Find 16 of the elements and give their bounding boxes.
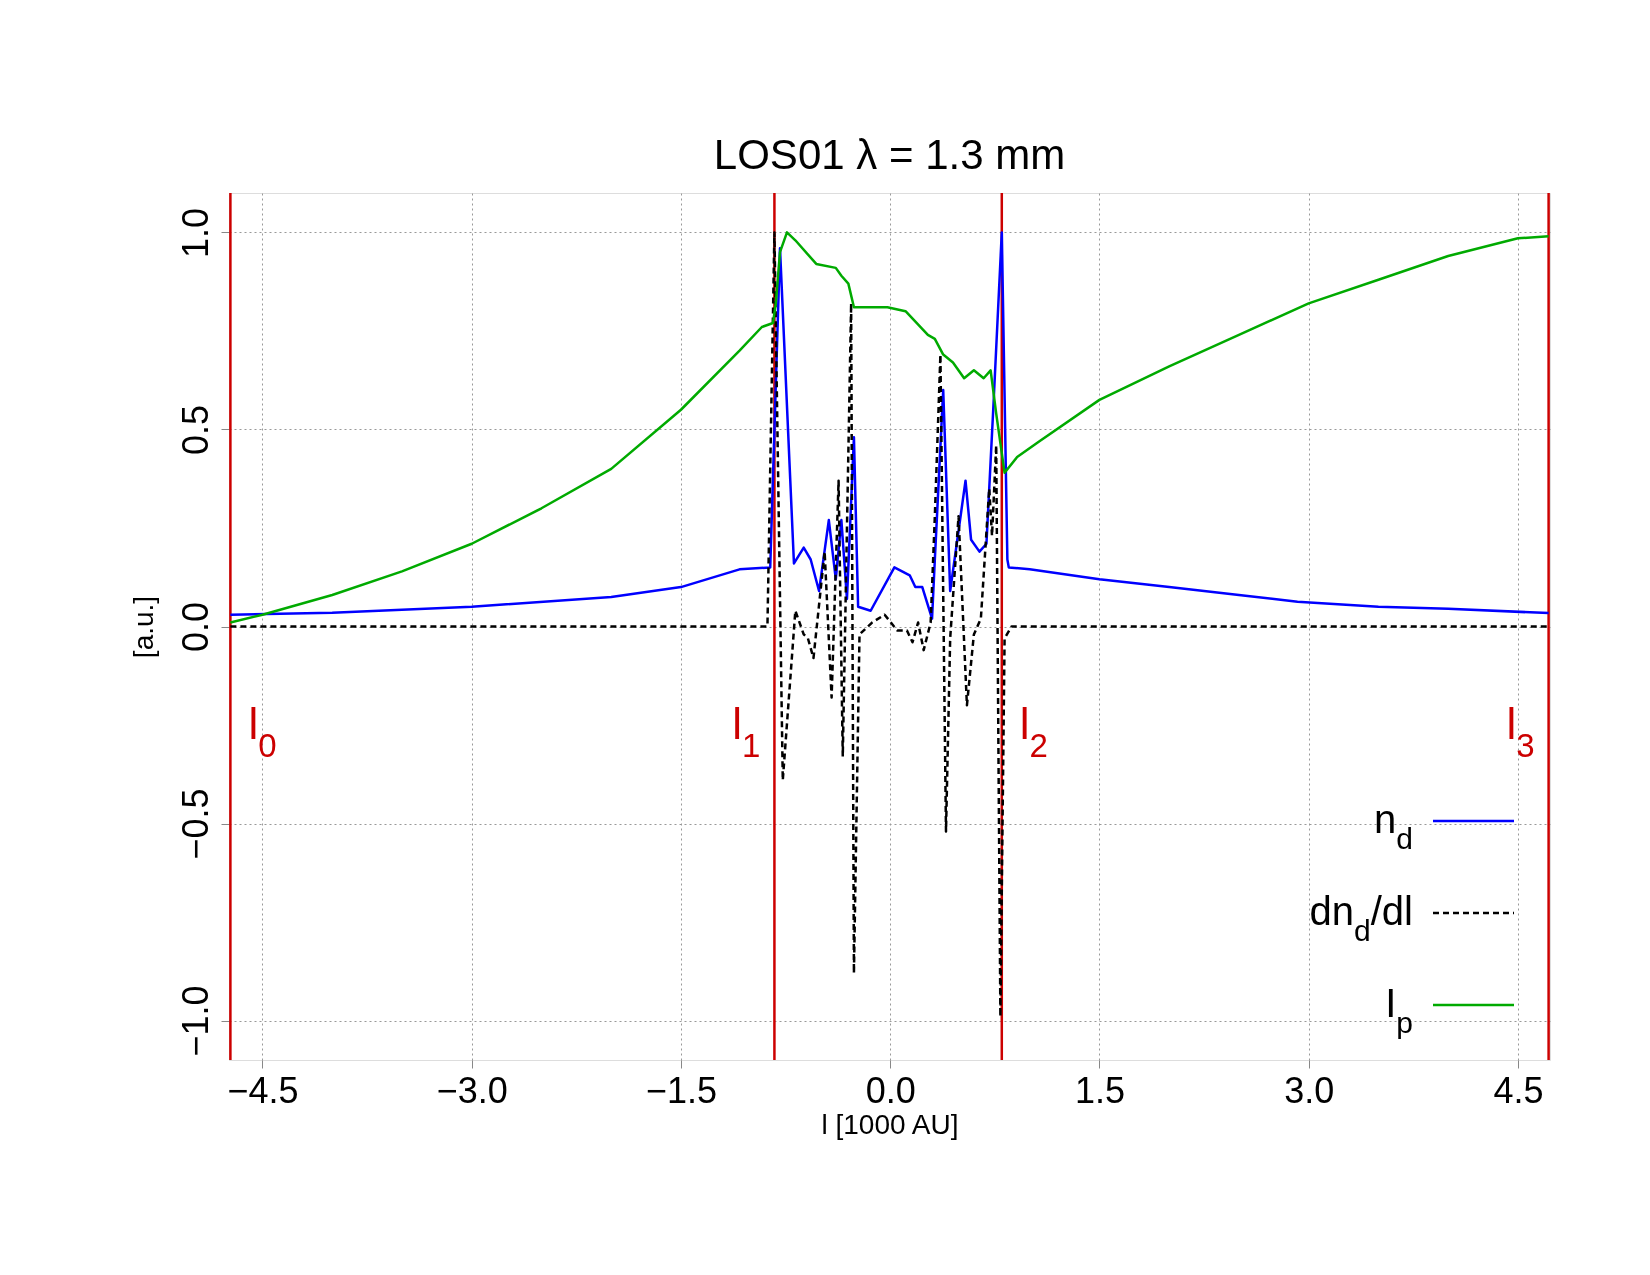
y-tick-label: −1.0 xyxy=(174,985,216,1057)
y-axis-title: [a.u.] xyxy=(127,595,159,659)
chart-title: LOS01 λ = 1.3 mm xyxy=(713,130,1066,178)
x-tick-label: −4.5 xyxy=(227,1069,299,1111)
x-tick-label: 0.0 xyxy=(865,1069,916,1111)
x-tick-label: 1.5 xyxy=(1074,1069,1125,1111)
line-series xyxy=(229,231,1550,1018)
y-tick-label: 0.5 xyxy=(174,404,216,455)
x-tick-label: 4.5 xyxy=(1493,1069,1544,1111)
x-tick-label: 3.0 xyxy=(1284,1069,1335,1111)
x-tick-label: −3.0 xyxy=(436,1069,508,1111)
y-tick-label: −0.5 xyxy=(174,788,216,860)
y-tick-label: 1.0 xyxy=(174,207,216,258)
y-tick-label: 0.0 xyxy=(174,601,216,653)
x-tick-label: −1.5 xyxy=(645,1069,717,1111)
x-axis-title: l [1000 AU] xyxy=(821,1108,959,1140)
